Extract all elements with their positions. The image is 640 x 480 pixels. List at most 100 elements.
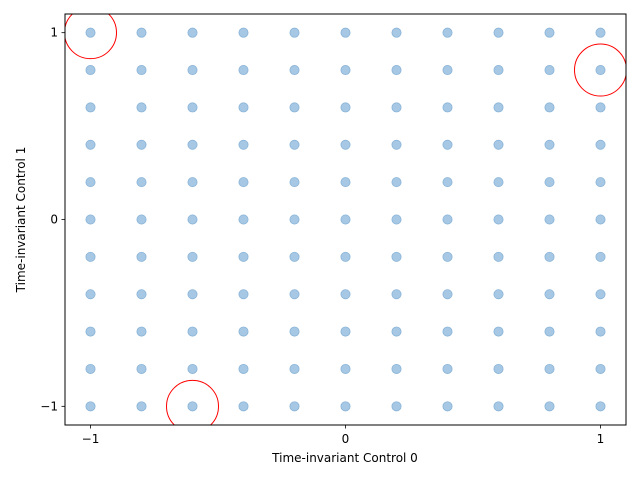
grid-point — [544, 139, 555, 150]
grid-point — [238, 214, 249, 225]
grid-point — [493, 102, 504, 113]
grid-point — [391, 102, 402, 113]
grid-point — [238, 139, 249, 150]
grid-point — [595, 289, 606, 300]
grid-point — [493, 139, 504, 150]
grid-point — [136, 363, 147, 374]
grid-point — [544, 326, 555, 337]
y-axis-label: Time-invariant Control 1 — [14, 147, 28, 294]
grid-point — [289, 27, 300, 38]
grid-point — [442, 102, 453, 113]
grid-point — [187, 326, 198, 337]
grid-point — [493, 326, 504, 337]
grid-point — [187, 251, 198, 262]
grid-point — [391, 363, 402, 374]
grid-point — [136, 102, 147, 113]
grid-point — [493, 65, 504, 76]
grid-point — [340, 401, 351, 412]
grid-point — [340, 27, 351, 38]
grid-point — [493, 363, 504, 374]
x-axis-label: Time-invariant Control 0 — [271, 451, 418, 465]
grid-point — [544, 289, 555, 300]
grid-point — [442, 65, 453, 76]
grid-point — [391, 326, 402, 337]
grid-point — [391, 401, 402, 412]
grid-point — [289, 65, 300, 76]
grid-point — [595, 139, 606, 150]
grid-point — [544, 102, 555, 113]
grid-point — [238, 177, 249, 188]
grid-point — [544, 401, 555, 412]
grid-point — [238, 251, 249, 262]
grid-point — [595, 363, 606, 374]
grid-point — [85, 326, 96, 337]
x-axis-ticks: −1 0 1 — [82, 425, 605, 446]
grid-point — [289, 326, 300, 337]
grid-point — [238, 363, 249, 374]
grid-point — [340, 177, 351, 188]
grid-point — [136, 177, 147, 188]
grid-point — [187, 177, 198, 188]
grid-point — [493, 214, 504, 225]
grid-point — [136, 214, 147, 225]
grid-point — [391, 289, 402, 300]
highlight-marker — [166, 379, 219, 425]
y-tick-label: −1 — [40, 399, 58, 413]
x-tick-label: 1 — [597, 432, 605, 446]
grid-point — [85, 177, 96, 188]
grid-point — [289, 363, 300, 374]
grid-point — [595, 65, 606, 76]
grid-point — [493, 27, 504, 38]
grid-point — [544, 214, 555, 225]
y-tick-label: 0 — [50, 213, 58, 227]
grid-point — [340, 363, 351, 374]
grid-point — [238, 326, 249, 337]
grid-point — [442, 214, 453, 225]
grid-point — [595, 401, 606, 412]
grid-point — [340, 102, 351, 113]
grid-point — [85, 27, 96, 38]
grid-point — [442, 27, 453, 38]
grid-point — [544, 65, 555, 76]
grid-point — [187, 27, 198, 38]
grid-point — [442, 251, 453, 262]
grid-point — [544, 363, 555, 374]
grid-point — [187, 214, 198, 225]
grid-point — [85, 214, 96, 225]
grid-point — [289, 401, 300, 412]
grid-point — [85, 65, 96, 76]
highlight-marker — [574, 43, 626, 97]
grid-point — [136, 27, 147, 38]
grid-point — [238, 65, 249, 76]
grid-point — [85, 251, 96, 262]
x-tick-label: 0 — [342, 432, 350, 446]
grid-point — [595, 214, 606, 225]
grid-point — [187, 65, 198, 76]
grid-point — [187, 401, 198, 412]
y-axis-ticks: −1 0 1 — [40, 26, 65, 413]
grid-point — [340, 65, 351, 76]
grid-point — [391, 251, 402, 262]
grid-point — [391, 139, 402, 150]
grid-point — [187, 102, 198, 113]
grid-point — [493, 401, 504, 412]
grid-point — [289, 251, 300, 262]
grid-point — [340, 289, 351, 300]
grid-points-layer — [85, 27, 606, 412]
grid-point — [391, 177, 402, 188]
grid-point — [493, 251, 504, 262]
grid-point — [238, 102, 249, 113]
grid-point — [238, 27, 249, 38]
grid-point — [391, 65, 402, 76]
grid-point — [340, 214, 351, 225]
grid-point — [187, 289, 198, 300]
grid-point — [595, 27, 606, 38]
grid-point — [289, 214, 300, 225]
grid-point — [595, 326, 606, 337]
grid-point — [136, 326, 147, 337]
grid-point — [493, 289, 504, 300]
grid-point — [340, 326, 351, 337]
grid-point — [289, 139, 300, 150]
grid-point — [238, 289, 249, 300]
